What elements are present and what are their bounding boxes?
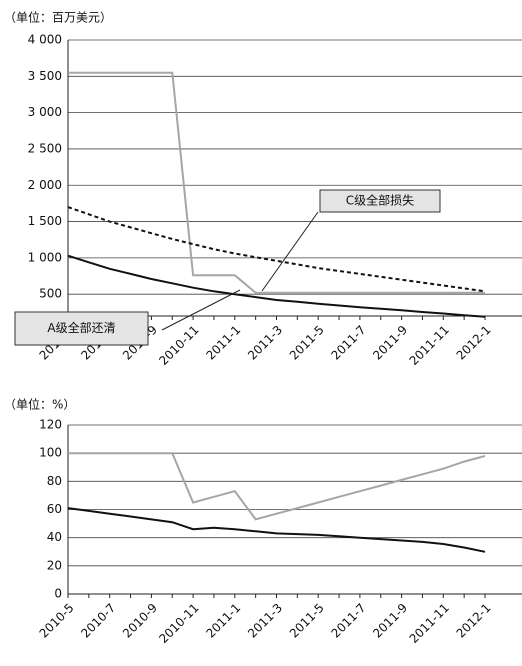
- series-line: [67, 206, 486, 293]
- x-tick-label: 2010-7: [78, 601, 118, 641]
- x-tick-label: 2011-11: [407, 323, 452, 368]
- y-tick-label: 3 000: [28, 105, 62, 119]
- x-tick-label: 2010-11: [156, 601, 201, 646]
- series-line: [67, 507, 486, 553]
- x-tick-label: 2011-7: [329, 323, 369, 363]
- x-tick-label: 2010-5: [37, 601, 77, 641]
- y-tick-label: 120: [39, 418, 62, 432]
- y-tick-label: 500: [39, 287, 62, 301]
- x-tick-label: 2011-3: [245, 323, 285, 363]
- annotation-box: [14, 311, 149, 346]
- y-tick-label: 100: [39, 446, 62, 460]
- y-tick-label: 80: [47, 474, 62, 488]
- y-tick-label: 2 000: [28, 178, 62, 192]
- y-axis-label: （单位：%）: [4, 397, 75, 412]
- series-line: [68, 71, 485, 294]
- x-tick-label: 2011-1: [203, 323, 243, 363]
- leader-line: [161, 289, 241, 331]
- annotation: C级全部损失: [346, 193, 414, 208]
- y-tick-label: 40: [47, 530, 62, 544]
- x-tick-label: 2011-9: [370, 323, 410, 363]
- x-tick-label: 2011-5: [287, 601, 327, 641]
- x-tick-label: 2012-1: [454, 323, 494, 363]
- y-tick-label: 3 500: [28, 69, 62, 83]
- annotation: A级全部还清: [47, 320, 115, 335]
- y-tick-label: 60: [47, 502, 62, 516]
- leader-line: [261, 211, 319, 292]
- x-tick-label: 2010-9: [120, 601, 160, 641]
- y-tick-label: 1 500: [28, 214, 62, 228]
- x-tick-label: 2011-9: [370, 601, 410, 641]
- x-tick-label: 2011-7: [329, 601, 369, 641]
- x-tick-label: 2011-3: [245, 601, 285, 641]
- y-axis-label: （单位：百万美元）: [4, 10, 112, 25]
- x-tick-label: 2012-1: [454, 601, 494, 641]
- y-tick-label: 20: [47, 558, 62, 572]
- x-tick-label: 2011-1: [203, 601, 243, 641]
- y-tick-label: 4 000: [28, 33, 62, 47]
- annotation-box: [319, 189, 441, 213]
- x-tick-label: 2011-5: [287, 323, 327, 363]
- y-tick-label: 1 000: [28, 250, 62, 264]
- series-line: [67, 254, 486, 318]
- x-tick-label: 2011-11: [407, 601, 452, 646]
- series-line: [68, 452, 486, 521]
- y-tick-label: 0: [54, 587, 62, 601]
- y-tick-label: 2 500: [28, 141, 62, 155]
